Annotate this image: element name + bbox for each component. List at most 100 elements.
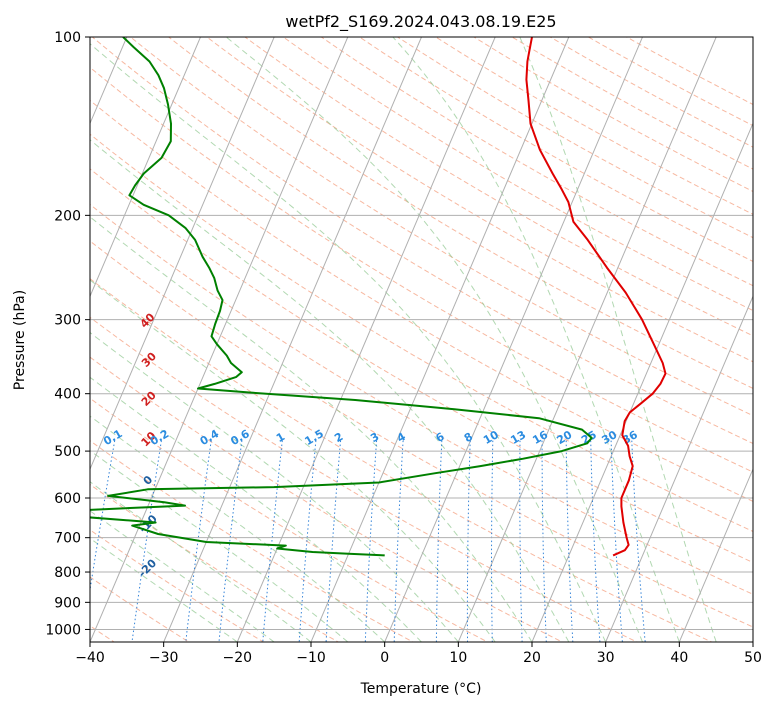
mixing-ratio-line (519, 440, 523, 642)
isotherm-line (236, 37, 496, 642)
x-tick-label: 20 (523, 650, 541, 666)
isotherm-line (531, 122, 753, 642)
moist-adiabat-line (90, 376, 422, 642)
isotherm-line (752, 640, 753, 642)
y-axis-label: Pressure (hPa) (12, 290, 28, 390)
dry-adiabat-line (90, 240, 753, 628)
y-tick-label: 600 (54, 491, 81, 507)
moist-adiabat-line (90, 415, 386, 642)
moist-adiabat-line (90, 216, 533, 642)
mixing-ratio-label: 1 (274, 430, 287, 445)
dry-adiabat-label: 40 (138, 310, 158, 330)
mixing-ratio-label: 3 (368, 430, 381, 445)
y-tick-label: 200 (54, 208, 81, 224)
isotherm-line (678, 467, 753, 642)
moist-adiabat-line (90, 43, 607, 642)
isotherm-line (384, 37, 643, 642)
x-tick-label: −10 (296, 650, 326, 666)
dry-adiabat-line (90, 66, 753, 473)
mixing-ratio-line (262, 440, 283, 642)
dry-adiabat-line (90, 316, 638, 642)
mixing-ratio-label: 10 (481, 428, 501, 447)
moist-adiabat-line (90, 331, 459, 642)
dry-adiabat-line (549, 37, 753, 148)
mixing-ratio-line (435, 440, 443, 642)
mixing-ratio-line (131, 440, 162, 642)
y-tick-label: 100 (54, 30, 81, 46)
dewpoint-profile-line (90, 37, 593, 557)
isotherm-line (90, 37, 349, 642)
dry-adiabat-line (244, 37, 753, 337)
mixing-ratio-line (90, 440, 116, 593)
x-tick-label: −30 (149, 650, 179, 666)
dry-adiabat-line (91, 37, 753, 445)
isotherm-line (457, 37, 717, 642)
mixing-ratio-label: 2 (332, 430, 345, 445)
plot-frame (89, 36, 754, 643)
dry-adiabat-label: 30 (139, 350, 159, 370)
mixing-ratio-label: 0.1 (101, 427, 124, 448)
moist-adiabat-line (90, 481, 312, 642)
mixing-ratio-line (393, 440, 404, 642)
y-tick-label: 900 (54, 595, 81, 611)
dry-adiabat-line (90, 483, 339, 642)
isotherm-line (605, 295, 753, 642)
mixing-ratio-line (298, 440, 317, 642)
mixing-ratio-label: 6 (433, 430, 446, 445)
mixing-ratio-label: 1.5 (302, 427, 325, 448)
temperature-profile-line (525, 37, 667, 557)
dry-adiabat-line (206, 37, 753, 363)
mixing-ratio-line (631, 440, 646, 642)
moist-adiabat-line (90, 510, 275, 642)
y-tick-label: 700 (54, 531, 81, 547)
y-tick-label: 300 (54, 313, 81, 329)
mixing-ratio-line (565, 440, 574, 642)
dry-adiabat-label: 0 (141, 473, 156, 488)
moist-adiabat-line (90, 537, 238, 642)
mixing-ratio-line (185, 440, 212, 642)
moist-adiabat-line (90, 139, 570, 642)
x-tick-label: −20 (223, 650, 253, 666)
y-tick-label: 500 (54, 444, 81, 460)
x-tick-label: −40 (75, 650, 105, 666)
mixing-ratio-label: 8 (462, 430, 475, 445)
y-tick-label: 1000 (45, 622, 81, 638)
x-tick-label: 30 (597, 650, 615, 666)
mixing-ratio-label: 0.4 (198, 427, 222, 448)
mixing-ratio-line (218, 440, 243, 642)
y-tick-label: 800 (54, 565, 81, 581)
mixing-ratio-line (491, 440, 494, 642)
isotherm-line (90, 37, 201, 298)
mixing-ratio-label: 4 (395, 430, 408, 445)
x-tick-label: 0 (380, 650, 389, 666)
mixing-ratio-line (590, 440, 601, 642)
dry-adiabat-line (90, 168, 753, 564)
isotherm-line (310, 37, 570, 642)
dry-adiabat-label: 20 (139, 389, 159, 409)
dry-adiabat-line (167, 37, 753, 389)
mixing-ratio-line (325, 440, 342, 642)
dry-adiabat-line (320, 37, 753, 287)
dry-adiabat-line (90, 203, 753, 595)
moist-adiabat-line (519, 37, 717, 642)
moist-adiabat-line (225, 37, 643, 642)
moist-adiabat-line (90, 279, 496, 642)
dry-adiabat-line (129, 37, 753, 417)
dry-adiabat-label: -20 (136, 556, 159, 579)
dry-adiabat-line (90, 133, 753, 533)
chart-title: wetPf2_S169.2024.043.08.19.E25 (285, 12, 556, 32)
dry-adiabat-line (90, 99, 753, 502)
mixing-ratio-label: 16 (530, 428, 550, 447)
x-tick-label: 40 (670, 650, 688, 666)
x-tick-label: 10 (449, 650, 467, 666)
x-axis-label: Temperature (°C) (360, 681, 482, 697)
mixing-ratio-line (364, 440, 378, 642)
isotherm-line (90, 37, 275, 471)
dry-adiabat-line (90, 529, 264, 642)
mixing-ratio-line (610, 440, 623, 642)
dry-adiabat-line (282, 37, 753, 312)
moist-adiabat-line (392, 37, 680, 642)
mixing-ratio-label: 13 (508, 428, 528, 447)
y-tick-label: 400 (54, 387, 81, 403)
